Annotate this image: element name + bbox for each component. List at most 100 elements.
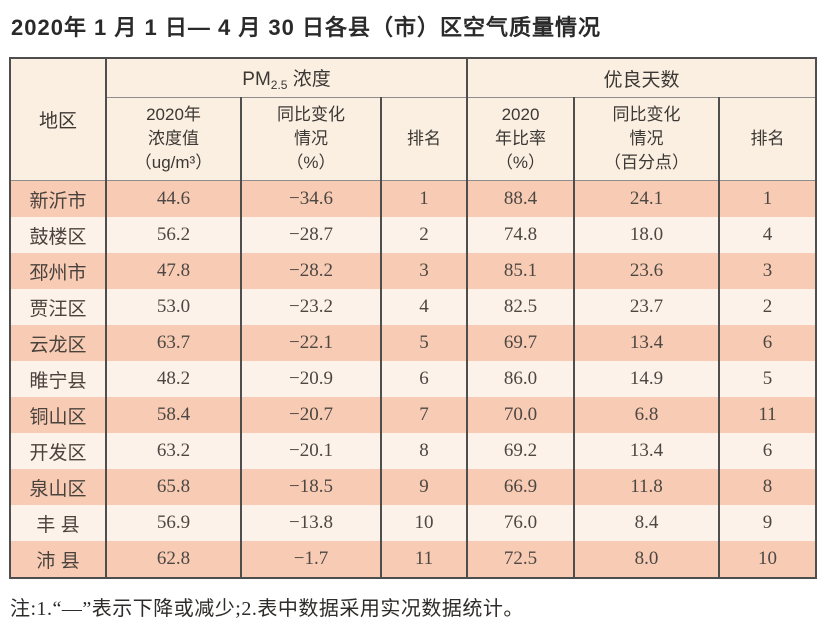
table-row: 新沂市 44.6 −34.6 1 88.4 24.1 1 <box>9 180 818 217</box>
region-cell: 鼓楼区 <box>9 217 107 253</box>
pm-rank-cell: 2 <box>380 217 468 253</box>
pm-change-cell: −20.1 <box>240 433 382 469</box>
region-cell: 开发区 <box>9 433 107 469</box>
pm-value-cell: 47.8 <box>105 253 242 289</box>
table-row: 泉山区 65.8 −18.5 9 66.9 11.8 8 <box>9 469 818 505</box>
pm-rank-cell: 11 <box>380 541 468 578</box>
table-row: 邳州市 47.8 −28.2 3 85.1 23.6 3 <box>9 253 818 289</box>
pm-value-cell: 56.2 <box>105 217 242 253</box>
pm-change-cell: −28.7 <box>240 217 382 253</box>
gd-rank-cell: 1 <box>717 180 818 217</box>
pm-rank-cell: 5 <box>380 325 468 361</box>
pm-rank-cell: 8 <box>380 433 468 469</box>
table-row: 开发区 63.2 −20.1 8 69.2 13.4 6 <box>9 433 818 469</box>
pm-change-cell: −20.9 <box>240 361 382 397</box>
pm-value-cell: 58.4 <box>105 397 242 433</box>
pm-change-cell: −1.7 <box>240 541 382 578</box>
pm-value-cell: 44.6 <box>105 180 242 217</box>
pm-change-cell: −28.2 <box>240 253 382 289</box>
page-title: 2020年 1 月 1 日— 4 月 30 日各县（市）区空气质量情况 <box>11 15 602 40</box>
region-cell: 新沂市 <box>9 180 107 217</box>
col-group-good-days: 优良天数 <box>465 58 818 98</box>
table-header: 地区 PM2.5 浓度 优良天数 2020年 浓度值 （ug/m³） 同比变化 … <box>9 58 818 181</box>
pm-value-cell: 53.0 <box>105 289 242 325</box>
gd-rank-cell: 3 <box>717 253 818 289</box>
gd-rank-cell: 11 <box>717 397 818 433</box>
pm-value-cell: 63.2 <box>105 433 242 469</box>
gd-change-cell: 8.0 <box>573 541 720 578</box>
pm25-label-suffix: 浓度 <box>287 69 331 90</box>
col-header-pm-change: 同比变化 情况 （%） <box>240 97 382 181</box>
gd-rank-cell: 5 <box>717 361 818 397</box>
pm-change-cell: −23.2 <box>240 289 382 325</box>
gd-ratio-cell: 70.0 <box>466 397 575 433</box>
region-cell: 沛 县 <box>9 541 107 578</box>
pm25-label-prefix: PM <box>242 69 271 90</box>
gd-change-cell: 11.8 <box>573 469 720 505</box>
gd-ratio-cell: 66.9 <box>466 469 575 505</box>
gd-rank-cell: 6 <box>717 433 818 469</box>
col-header-pm-value: 2020年 浓度值 （ug/m³） <box>105 97 242 181</box>
region-cell: 贾汪区 <box>9 289 107 325</box>
col-header-pm-rank: 排名 <box>380 97 468 181</box>
pm-change-cell: −18.5 <box>240 469 382 505</box>
pm-rank-cell: 3 <box>380 253 468 289</box>
gd-ratio-cell: 69.7 <box>466 325 575 361</box>
col-header-gd-rank: 排名 <box>717 97 818 181</box>
pm-value-cell: 65.8 <box>105 469 242 505</box>
table-row: 丰 县 56.9 −13.8 10 76.0 8.4 9 <box>9 505 818 541</box>
gd-change-cell: 24.1 <box>573 180 720 217</box>
gd-rank-cell: 6 <box>717 325 818 361</box>
gd-change-cell: 8.4 <box>573 505 720 541</box>
pm-rank-cell: 10 <box>380 505 468 541</box>
table-row: 睢宁县 48.2 −20.9 6 86.0 14.9 5 <box>9 361 818 397</box>
gd-ratio-cell: 82.5 <box>466 289 575 325</box>
gd-ratio-cell: 72.5 <box>466 541 575 578</box>
gd-rank-cell: 8 <box>717 469 818 505</box>
gd-change-cell: 23.7 <box>573 289 720 325</box>
gd-ratio-cell: 74.8 <box>466 217 575 253</box>
region-cell: 丰 县 <box>9 505 107 541</box>
gd-rank-cell: 10 <box>717 541 818 578</box>
region-cell: 睢宁县 <box>9 361 107 397</box>
region-cell: 泉山区 <box>9 469 107 505</box>
pm-change-cell: −34.6 <box>240 180 382 217</box>
gd-change-cell: 23.6 <box>573 253 720 289</box>
col-header-region: 地区 <box>9 58 107 181</box>
gd-change-cell: 18.0 <box>573 217 720 253</box>
pm-rank-cell: 1 <box>380 180 468 217</box>
gd-rank-cell: 9 <box>717 505 818 541</box>
pm-rank-cell: 7 <box>380 397 468 433</box>
pm-value-cell: 56.9 <box>105 505 242 541</box>
table-body: 新沂市 44.6 −34.6 1 88.4 24.1 1 鼓楼区 56.2 −2… <box>9 180 818 578</box>
gd-change-cell: 13.4 <box>573 325 720 361</box>
pm-rank-cell: 6 <box>380 361 468 397</box>
gd-rank-cell: 2 <box>717 289 818 325</box>
air-quality-table: 地区 PM2.5 浓度 优良天数 2020年 浓度值 （ug/m³） 同比变化 … <box>9 57 818 579</box>
footnote: 注:1.“—”表示下降或减少;2.表中数据采用实况数据统计。 <box>10 598 524 620</box>
table-row: 鼓楼区 56.2 −28.7 2 74.8 18.0 4 <box>9 217 818 253</box>
gd-rank-cell: 4 <box>717 217 818 253</box>
gd-ratio-cell: 69.2 <box>466 433 575 469</box>
pm-value-cell: 62.8 <box>105 541 242 578</box>
pm-rank-cell: 9 <box>380 469 468 505</box>
pm-value-cell: 63.7 <box>105 325 242 361</box>
group-header-row: 地区 PM2.5 浓度 优良天数 <box>9 58 818 181</box>
table-row: 云龙区 63.7 −22.1 5 69.7 13.4 6 <box>9 325 818 361</box>
gd-ratio-cell: 88.4 <box>466 180 575 217</box>
pm-change-cell: −22.1 <box>240 325 382 361</box>
pm-value-cell: 48.2 <box>105 361 242 397</box>
gd-ratio-cell: 86.0 <box>466 361 575 397</box>
region-cell: 邳州市 <box>9 253 107 289</box>
region-cell: 云龙区 <box>9 325 107 361</box>
col-header-gd-change: 同比变化 情况 （百分点） <box>573 97 720 181</box>
gd-change-cell: 14.9 <box>573 361 720 397</box>
region-cell: 铜山区 <box>9 397 107 433</box>
table-row: 沛 县 62.8 −1.7 11 72.5 8.0 10 <box>9 541 818 578</box>
sub-header-row: 2020年 浓度值 （ug/m³） 同比变化 情况 （%） 排名 2020 年比… <box>10 97 818 181</box>
table-row: 铜山区 58.4 −20.7 7 70.0 6.8 11 <box>9 397 818 433</box>
gd-change-cell: 13.4 <box>573 433 720 469</box>
gd-ratio-cell: 76.0 <box>466 505 575 541</box>
pm-change-cell: −13.8 <box>240 505 382 541</box>
